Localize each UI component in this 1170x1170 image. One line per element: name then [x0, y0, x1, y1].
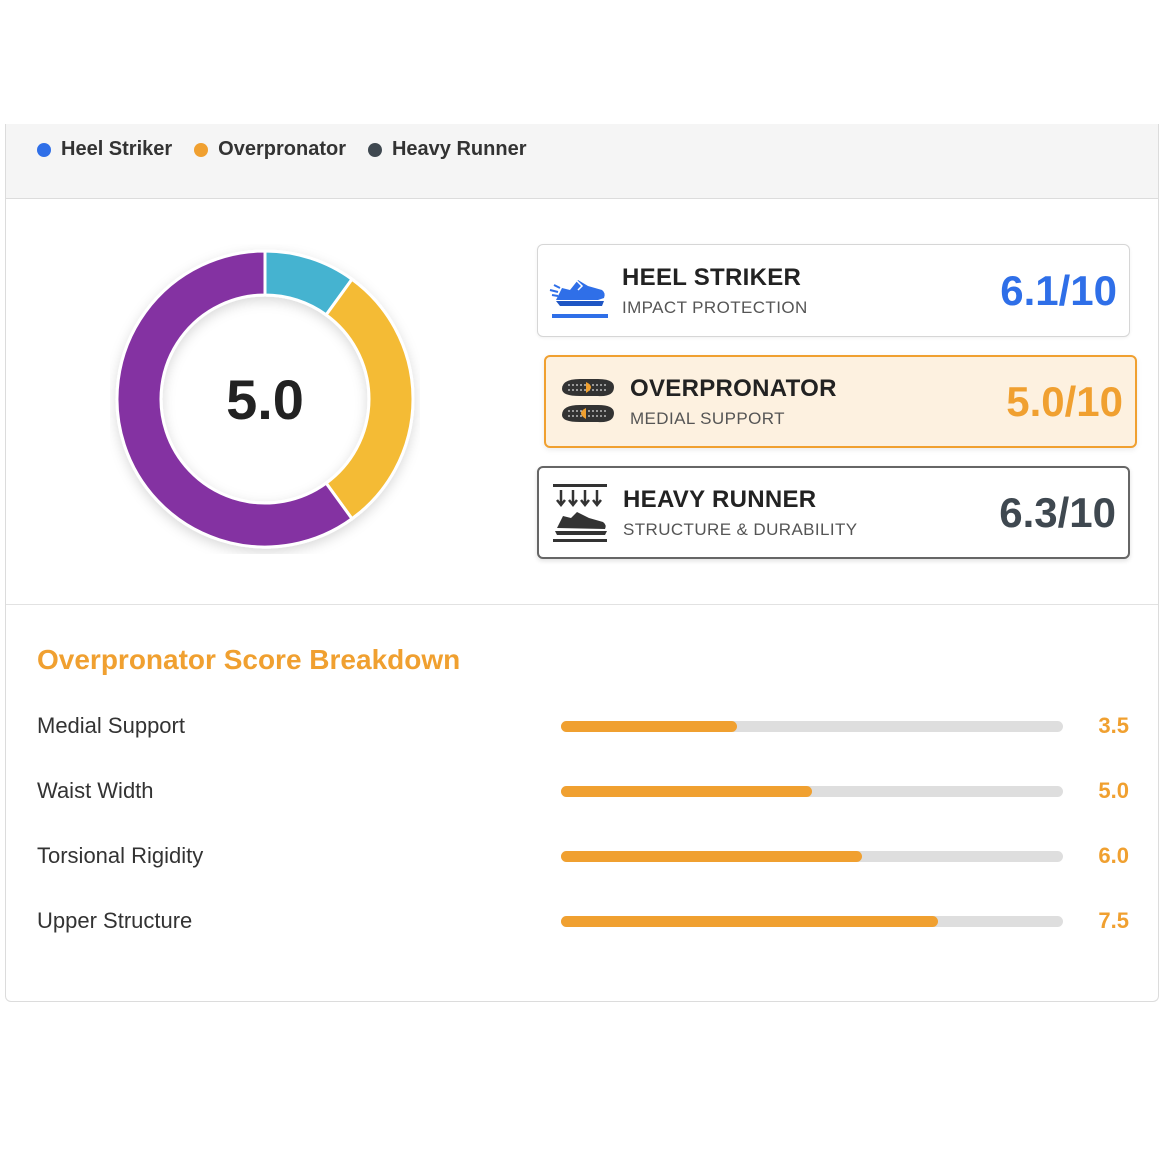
breakdown-bar — [561, 785, 1063, 797]
score-donut-chart: 5.0 — [110, 244, 420, 554]
heel-striker-subtitle: IMPACT PROTECTION — [622, 297, 808, 317]
score-panel: Heel Striker Overpronator Heavy Runner 5… — [5, 124, 1159, 1002]
overpronator-subtitle: MEDIAL SUPPORT — [630, 408, 785, 428]
breakdown-bar-fill — [561, 850, 863, 862]
breakdown-bar-fill — [561, 915, 938, 927]
running-shoe-icon — [549, 278, 608, 318]
breakdown-row: Waist Width 5.0 — [37, 773, 1129, 809]
heel-striker-card[interactable]: HEEL STRIKER IMPACT PROTECTION 6.1/10 — [537, 244, 1130, 337]
tab-label: Heel Striker — [61, 138, 173, 160]
overpronator-score: 5.0/10 — [1006, 377, 1123, 425]
breakdown-bar-fill — [561, 785, 812, 797]
heavy-runner-dot-icon — [367, 142, 382, 157]
tab-overpronator[interactable]: Overpronator — [194, 138, 346, 161]
donut-center-value: 5.0 — [226, 367, 304, 431]
score-overview: 5.0 HEEL STRIKER IMPACT PROTECTION 6.1/1… — [6, 199, 1158, 605]
footprints-icon — [562, 378, 614, 422]
overpronator-dot-icon — [194, 142, 209, 157]
breakdown-bar — [561, 850, 1063, 862]
heavy-runner-title: HEAVY RUNNER — [623, 485, 817, 513]
breakdown-row: Torsional Rigidity 6.0 — [37, 838, 1129, 874]
heel-striker-title: HEEL STRIKER — [622, 263, 802, 291]
runner-type-tabs: Heel Striker Overpronator Heavy Runner — [6, 124, 1158, 199]
heel-striker-dot-icon — [37, 142, 51, 157]
breakdown-title: Overpronator Score Breakdown — [37, 644, 461, 675]
tab-heel-striker[interactable]: Heel Striker — [37, 138, 172, 161]
breakdown-value: 7.5 — [1098, 908, 1129, 933]
breakdown-bar-fill — [561, 720, 737, 732]
overpronator-card[interactable]: OVERPRONATOR MEDIAL SUPPORT 5.0/10 — [544, 355, 1137, 448]
heavy-runner-subtitle: STRUCTURE & DURABILITY — [623, 519, 858, 539]
breakdown-value: 3.5 — [1098, 713, 1129, 738]
tab-heavy-runner[interactable]: Heavy Runner — [367, 138, 527, 161]
breakdown-value: 5.0 — [1098, 778, 1129, 803]
breakdown-label: Waist Width — [37, 778, 154, 803]
breakdown-label: Upper Structure — [37, 908, 193, 933]
breakdown-label: Medial Support — [37, 713, 185, 738]
tab-label: Overpronator — [218, 138, 346, 160]
breakdown-value: 6.0 — [1098, 843, 1129, 868]
heavy-runner-card[interactable]: HEAVY RUNNER STRUCTURE & DURABILITY 6.3/… — [537, 466, 1130, 559]
breakdown-bar — [561, 720, 1063, 732]
heel-striker-score: 6.1/10 — [1000, 266, 1117, 314]
donut-segment-2 — [115, 249, 355, 549]
breakdown-label: Torsional Rigidity — [37, 843, 204, 868]
breakdown-bar — [561, 915, 1063, 927]
tab-label: Heavy Runner — [391, 138, 527, 160]
overpronator-title: OVERPRONATOR — [630, 374, 837, 402]
shoe-pressure-icon — [553, 483, 607, 542]
breakdown-row: Upper Structure 7.5 — [37, 903, 1129, 939]
heavy-runner-score: 6.3/10 — [999, 488, 1116, 536]
breakdown-row: Medial Support 3.5 — [37, 708, 1129, 744]
donut-svg — [115, 249, 415, 549]
